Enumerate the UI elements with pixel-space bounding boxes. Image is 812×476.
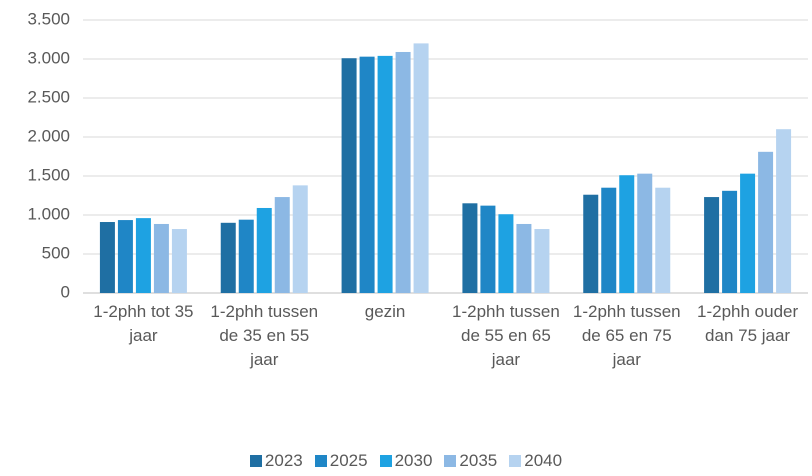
y-tick-label: 1.000 (27, 204, 70, 223)
bar (722, 190, 738, 293)
legend-swatch (249, 455, 262, 467)
bar (534, 229, 550, 293)
bar (583, 194, 599, 293)
bar (256, 207, 272, 293)
y-tick-label: 2.000 (27, 126, 70, 145)
bar (637, 173, 653, 293)
legend-swatch (509, 455, 522, 467)
bar (99, 222, 115, 293)
legend-label: 2040 (524, 451, 563, 470)
legend-label: 2030 (394, 451, 433, 470)
bar (341, 58, 357, 293)
legend-item: 2035 (444, 451, 497, 471)
bar (238, 219, 254, 293)
bar (274, 197, 290, 293)
legend-item: 2040 (509, 451, 562, 471)
bar (498, 214, 514, 293)
bar (480, 205, 496, 293)
bar (220, 222, 236, 293)
x-tick-label: 1-2phh tussen de 55 en 65 jaar (452, 302, 560, 369)
bar (171, 229, 187, 293)
legend-swatch (444, 455, 457, 467)
legend-label: 2035 (459, 451, 498, 470)
y-tick-label: 1.500 (27, 165, 70, 184)
legend-swatch (379, 455, 392, 467)
bar (135, 218, 151, 293)
bar (359, 56, 375, 293)
legend-item: 2025 (314, 451, 368, 471)
legend-item: 2023 (249, 451, 303, 471)
y-tick-label: 3.000 (27, 48, 70, 67)
bar (413, 43, 429, 294)
x-tick-label: 1-2phh ouder dan 75 jaar (697, 302, 799, 345)
y-tick-label: 0 (61, 282, 70, 301)
bar (740, 173, 756, 293)
legend-label: 2023 (264, 451, 303, 470)
x-tick-label: gezin (364, 302, 406, 321)
bar (153, 223, 169, 293)
bar (776, 129, 792, 293)
legend: 2023 2025 2030 2035 2040 (0, 451, 812, 471)
bar (117, 220, 133, 293)
y-tick-label: 500 (42, 243, 70, 262)
bar (395, 51, 411, 294)
bar (377, 55, 393, 293)
bar (655, 187, 671, 293)
x-tick-label: 1-2phh tot 35 jaar (93, 302, 194, 345)
legend-swatch (314, 455, 327, 467)
bar (704, 197, 720, 293)
y-tick-label: 3.500 (27, 9, 70, 28)
bar (516, 223, 532, 293)
x-tick-label: 1-2phh tussen de 65 en 75 jaar (572, 302, 681, 369)
bar (601, 187, 617, 293)
bar (292, 185, 308, 293)
bar (462, 203, 478, 293)
bar (619, 175, 635, 293)
y-tick-label: 2.500 (27, 87, 70, 106)
x-tick-label: 1-2phh tussen de 35 en 55 jaar (210, 302, 319, 369)
bar (758, 151, 774, 293)
legend-item: 2030 (379, 451, 433, 471)
legend-label: 2025 (329, 451, 368, 470)
